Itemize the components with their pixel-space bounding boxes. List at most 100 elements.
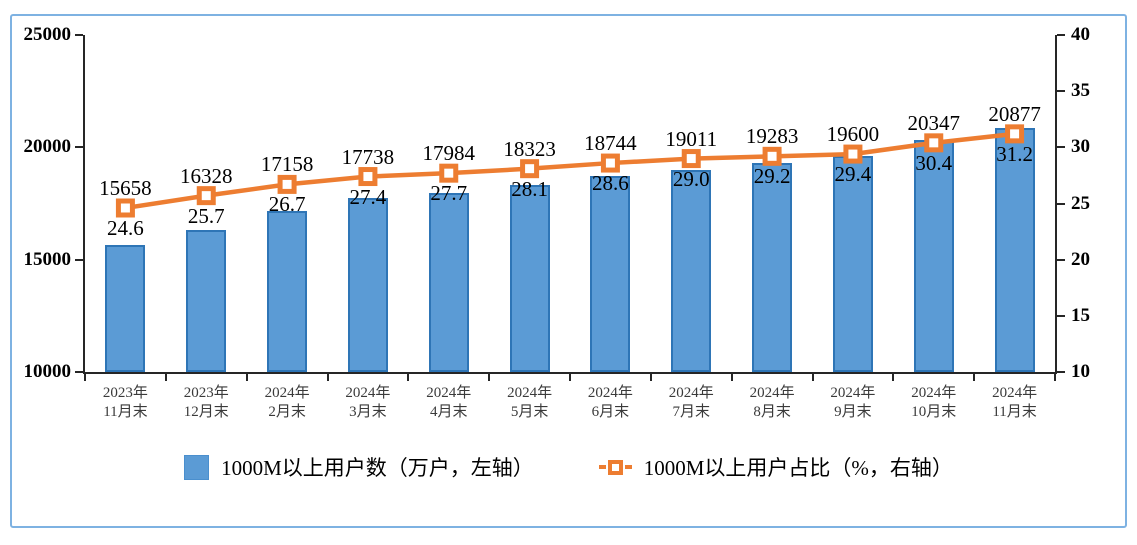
- legend-dash-left: [598, 465, 606, 469]
- x-axis-tick: [245, 374, 248, 381]
- y-axis-left-label: 25000: [23, 24, 72, 45]
- y-axis-left-tick: [75, 146, 83, 149]
- x-axis-tick: [407, 374, 410, 381]
- x-axis-category-label: 2024年 6月末: [587, 385, 633, 420]
- x-axis-category-label: 2024年 11月末: [992, 385, 1038, 420]
- x-axis-category-label: 2024年 8月末: [749, 385, 795, 420]
- x-axis-tick: [649, 374, 652, 381]
- y-axis-right-label: 35: [1071, 80, 1090, 102]
- bar-value-label: 19283: [745, 124, 799, 149]
- bar-series-swatch-icon: [184, 454, 210, 480]
- y-axis-left-tick: [75, 371, 83, 373]
- x-axis-tick: [488, 374, 491, 381]
- line-point-marker: [196, 186, 216, 206]
- line-point-marker: [924, 133, 944, 153]
- legend-label-line-series: 1000M以上用户占比（%，右轴）: [643, 456, 953, 480]
- line-point-marker: [681, 149, 701, 169]
- line-percent-label: 29.4: [834, 162, 872, 187]
- x-axis-tick: [569, 374, 571, 381]
- y-axis-right-label: 30: [1071, 136, 1090, 158]
- line-point-marker: [762, 146, 782, 166]
- bar-value-label: 18323: [503, 136, 556, 161]
- x-axis-category-label: 2024年 9月末: [830, 385, 876, 420]
- legend-item-line-series: 1000M以上用户占比（%，右轴）: [598, 452, 953, 482]
- x-axis-category-label: 2023年 12月末: [183, 385, 229, 420]
- line-percent-label: 29.0: [672, 166, 710, 191]
- x-axis-category-label: 2024年 7月末: [668, 385, 714, 420]
- line-percent-label: 27.7: [430, 181, 468, 206]
- x-axis-category-label: 2024年 5月末: [507, 385, 553, 420]
- bar: [752, 163, 793, 372]
- y-axis-right-label: 10: [1071, 361, 1090, 382]
- bar: [347, 198, 388, 372]
- y-axis-right-tick: [1057, 258, 1065, 261]
- bar: [994, 127, 1035, 372]
- y-axis-left-label: 20000: [23, 136, 72, 158]
- bar-value-label: 17158: [260, 152, 314, 177]
- line-point-marker: [600, 153, 620, 173]
- bar: [913, 139, 954, 372]
- bar: [832, 156, 873, 372]
- x-axis-line: [83, 372, 1057, 374]
- bar-value-label: 20877: [988, 101, 1041, 126]
- y-axis-right-tick: [1057, 371, 1065, 373]
- line-percent-label: 25.7: [187, 203, 225, 228]
- line-point-marker: [520, 159, 540, 179]
- line-percent-label: 28.6: [592, 171, 629, 196]
- bar-value-label: 17984: [422, 141, 476, 166]
- y-axis-right-tick: [1057, 146, 1065, 149]
- line-point-marker: [439, 163, 459, 183]
- line-percent-label: 28.1: [511, 176, 548, 201]
- y-axis-left-tick: [75, 258, 83, 261]
- legend-square-marker-icon: [607, 459, 623, 475]
- bar: [671, 169, 712, 372]
- x-axis-tick: [164, 374, 167, 381]
- legend-dash-right: [624, 465, 632, 469]
- x-axis-category-label: 2024年 4月末: [426, 385, 472, 420]
- y-axis-right-label: 25: [1071, 192, 1090, 214]
- x-axis-category-label: 2024年 10月末: [911, 385, 957, 420]
- bar-value-label: 15658: [99, 175, 152, 200]
- line-point-marker: [277, 174, 297, 194]
- y-axis-right-label: 15: [1071, 304, 1090, 326]
- y-axis-left-tick: [75, 34, 83, 36]
- x-axis-category-label: 2024年 3月末: [345, 385, 391, 420]
- bar-value-label: 20347: [907, 110, 961, 135]
- line-percent-label: 30.4: [915, 150, 953, 175]
- legend-item-bar-series: 1000M以上用户数（万户，左轴）: [184, 452, 534, 482]
- line-point-marker: [115, 198, 135, 218]
- bar: [590, 175, 631, 372]
- x-axis-tick: [326, 374, 329, 381]
- bar: [186, 229, 227, 372]
- bar-value-label: 17738: [341, 144, 395, 169]
- x-axis-tick: [892, 374, 895, 381]
- y-axis-left-line: [83, 35, 85, 374]
- bar: [267, 211, 308, 372]
- y-axis-right-line: [1055, 35, 1057, 374]
- x-axis-category-label: 2023年 11月末: [102, 385, 148, 420]
- legend: 1000M以上用户数（万户，左轴） 1000M以上用户占比（%，右轴）: [0, 452, 1137, 482]
- x-axis-tick: [811, 374, 814, 381]
- y-axis-right-tick: [1057, 90, 1065, 93]
- line-percent-label: 29.2: [753, 164, 791, 189]
- x-axis-tick: [1054, 374, 1056, 381]
- line-percent-label: 24.6: [107, 215, 144, 240]
- y-axis-right-tick: [1057, 34, 1065, 36]
- bar-value-label: 19011: [665, 126, 718, 151]
- y-axis-left-label: 15000: [23, 248, 72, 270]
- line-point-marker: [358, 167, 378, 187]
- bar-value-label: 19600: [826, 122, 880, 147]
- y-axis-right-label: 20: [1071, 248, 1090, 270]
- bar-value-label: 16328: [180, 163, 233, 188]
- bar-value-label: 18744: [584, 131, 637, 156]
- line-point-marker: [843, 144, 863, 164]
- y-axis-right-tick: [1057, 314, 1065, 317]
- y-axis-left-label: 10000: [23, 361, 72, 382]
- x-axis-tick: [973, 374, 976, 381]
- bar: [509, 185, 550, 372]
- bar: [105, 244, 146, 372]
- x-axis-tick: [84, 374, 86, 381]
